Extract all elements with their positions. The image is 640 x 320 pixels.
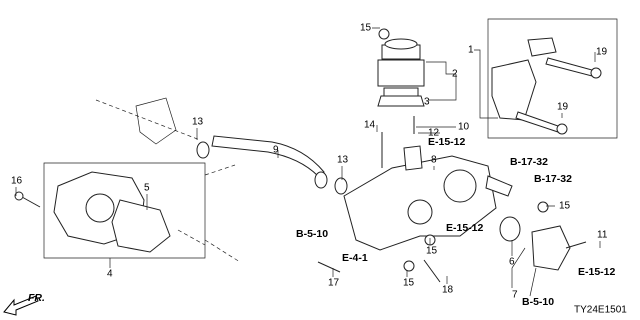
thermostat-cover	[531, 225, 571, 271]
reference-code: B-17-32	[510, 156, 548, 168]
callout-number: 7	[512, 290, 518, 301]
reference-code: B-17-32	[534, 173, 572, 185]
group-box	[487, 18, 618, 139]
reference-code: E-4-1	[342, 252, 368, 264]
o-ring	[334, 177, 348, 195]
callout-number: 11	[597, 230, 608, 241]
reference-code: E-15-12	[446, 222, 484, 234]
o-ring	[196, 141, 210, 159]
callout-number: 13	[192, 117, 204, 128]
egr-valve-top	[384, 38, 418, 50]
callout-number: 8	[431, 155, 437, 166]
callout-number: 16	[11, 176, 23, 187]
direction-label: FR.	[28, 292, 45, 304]
guide-line	[95, 99, 241, 263]
sensor	[381, 116, 415, 168]
gasket	[403, 145, 423, 171]
group-box	[43, 162, 206, 259]
o-ring	[499, 216, 521, 242]
callout-number: 12	[428, 128, 440, 139]
gasket	[377, 95, 425, 107]
bolt-head	[14, 191, 24, 201]
callout-number: 9	[273, 145, 279, 156]
callout-number: 3	[424, 97, 430, 108]
callout-number: 10	[458, 122, 470, 133]
egr-valve	[377, 44, 425, 97]
bracket-plate	[527, 37, 557, 57]
callout-number: 4	[107, 269, 113, 280]
bolt-head	[537, 201, 549, 213]
faded-part	[135, 97, 177, 145]
housing-port	[443, 169, 477, 203]
bolt	[565, 241, 587, 249]
bolt	[21, 196, 41, 208]
outlet-pipe	[485, 175, 513, 197]
callout-number: 1	[468, 45, 474, 56]
reference-code: B-5-10	[296, 228, 328, 240]
nut	[378, 28, 390, 40]
callout-number: 15	[426, 246, 438, 257]
callout-number: 18	[442, 285, 454, 296]
callout-number: 15	[559, 201, 571, 212]
pump-pulley	[85, 193, 115, 223]
water-pipe	[211, 135, 325, 177]
callout-number: 14	[364, 120, 376, 131]
bracket	[491, 59, 537, 121]
diagram-id: TY24E1501	[574, 305, 627, 316]
callout-number: 15	[403, 278, 415, 289]
housing-port	[407, 199, 433, 225]
callout-number: 13	[337, 155, 349, 166]
callout-number: 19	[557, 102, 569, 113]
callout-number: 15	[360, 23, 372, 34]
leader-line	[15, 27, 601, 297]
bolt-head	[556, 123, 568, 135]
nut	[403, 260, 415, 272]
front-arrow	[3, 295, 39, 316]
callout-number: 2	[452, 69, 458, 80]
bolt-head	[590, 67, 602, 79]
callout-number: 17	[328, 278, 340, 289]
callout-number: 6	[509, 257, 515, 268]
bolt	[317, 259, 441, 283]
reference-code: B-5-10	[522, 296, 554, 308]
reference-code: E-15-12	[428, 136, 466, 148]
reference-code: E-15-12	[578, 266, 616, 278]
pump-gasket	[111, 199, 171, 253]
callout-number: 19	[596, 47, 608, 58]
callout-number: 5	[144, 183, 150, 194]
pipe-end	[314, 171, 328, 189]
